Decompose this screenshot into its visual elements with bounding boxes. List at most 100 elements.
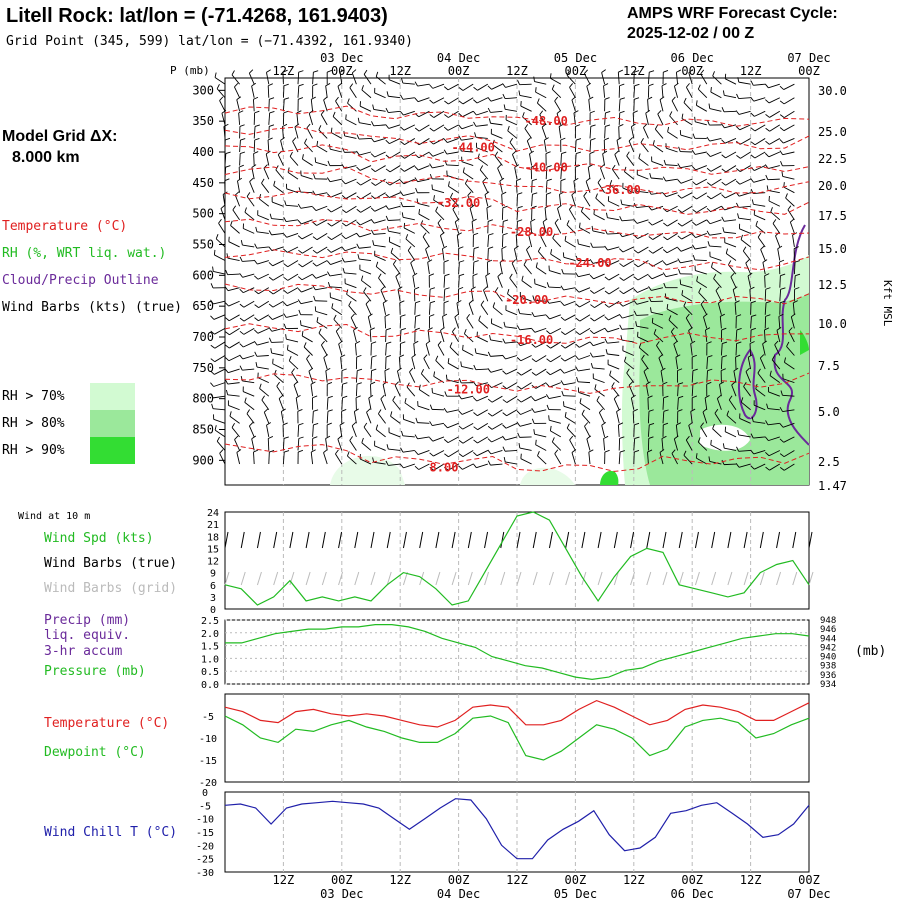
wind-barb-flag	[590, 304, 595, 308]
wind-barb-shaft	[768, 200, 780, 207]
wind-barb-flag	[349, 436, 353, 441]
wind-barb-flag	[586, 82, 592, 87]
wind-barb-shaft	[753, 436, 766, 439]
wind-barb-shaft	[320, 344, 328, 356]
height-tick: 30.0	[818, 84, 847, 98]
wind-barb-shaft	[661, 438, 664, 451]
wind-barb-shaft	[728, 264, 737, 275]
wind-barb-shaft	[491, 133, 503, 139]
wind-barb-flag	[648, 274, 653, 280]
wind-barb-flag	[715, 286, 720, 291]
wind-barb-shaft	[695, 219, 708, 226]
wind-barb-flag	[533, 76, 535, 82]
wind-barb-flag	[372, 104, 375, 110]
wind-barb-flag	[590, 362, 594, 369]
wind-barb-shaft	[505, 368, 518, 375]
wind-barb-shaft	[552, 441, 562, 451]
wind-barb-shaft	[258, 287, 270, 295]
wind-barb-shaft	[779, 275, 781, 288]
wind-barb-flag	[316, 140, 319, 146]
wind-barb-shaft	[418, 213, 430, 221]
wind-barb-flag	[445, 374, 448, 380]
wind-barb-shaft	[622, 246, 634, 253]
wind-barb-flag	[342, 268, 345, 274]
wind-barb-flag	[440, 232, 445, 236]
wind-barb-flag	[224, 379, 229, 385]
isotherm-label: -24.00	[568, 256, 611, 270]
wind-barb-flag	[301, 330, 304, 337]
wind-barb-flag	[255, 362, 258, 368]
w10-barb-true	[435, 531, 440, 549]
wind-barb-shaft	[361, 280, 372, 289]
wind-barb-flag	[663, 222, 668, 227]
wind-barb-flag	[458, 87, 464, 91]
wind-barb-flag	[535, 262, 538, 268]
isotherm-label: -44.00	[452, 141, 495, 155]
wind-barb-shaft	[450, 197, 459, 207]
wind-barb-flag	[619, 263, 624, 267]
wind-barb-shaft	[622, 314, 634, 319]
legend-dewpoint: Dewpoint (°C)	[44, 745, 146, 760]
wind-barb-shaft	[448, 185, 459, 194]
wind-barb-flag	[211, 403, 214, 409]
wind-barb-shaft	[297, 85, 300, 98]
wind-barb-shaft	[388, 219, 401, 221]
wind-barb-flag	[764, 327, 770, 331]
wind-barb-shaft	[214, 77, 226, 85]
wind-barb-flag	[656, 341, 660, 346]
wind-barb-shaft	[607, 327, 620, 333]
wind-barb-flag	[696, 276, 699, 282]
wind-barb-shaft	[403, 124, 415, 131]
wind-barb-flag	[677, 368, 683, 372]
windchill-tick: -20	[196, 841, 214, 852]
wind-barb-shaft	[344, 246, 357, 252]
wind-barb-shaft	[578, 273, 591, 278]
wind-barb-shaft	[216, 441, 226, 451]
w10-barb-grid	[532, 571, 538, 586]
wind-barb-shaft	[432, 83, 445, 89]
wind-barb-shaft	[242, 391, 255, 397]
wind-barb-flag	[232, 205, 237, 211]
w10-barb-true	[516, 531, 521, 549]
wind-barb-shaft	[227, 382, 240, 385]
wind-barb-flag	[577, 239, 579, 245]
wind-barb-shaft	[478, 320, 489, 329]
wind-barb-shaft	[432, 189, 445, 194]
wind-barb-flag	[620, 199, 623, 205]
wind-barb-shaft	[272, 201, 284, 207]
wind-barb-flag	[551, 437, 555, 443]
wind-barb-shaft	[568, 209, 576, 221]
wind-barb-flag	[323, 354, 328, 358]
wind-barb-flag	[392, 395, 396, 401]
wind-barb-flag	[385, 215, 389, 221]
wind-barb-flag	[616, 137, 622, 141]
wind-barb-shaft	[768, 165, 780, 169]
wind-barb-shaft	[258, 300, 270, 308]
wind-barb-shaft	[734, 302, 737, 315]
wind-barb-flag	[210, 344, 216, 349]
wind-barb-shaft	[422, 236, 430, 248]
w10-barb-true	[273, 531, 278, 549]
wind-barb-shaft	[395, 276, 401, 288]
wind-barb-flag	[443, 259, 449, 263]
wind-barb-shaft	[490, 355, 503, 357]
wind-barb-shaft	[243, 341, 255, 348]
w10-barb-grid	[354, 571, 360, 586]
wind-barb-shaft	[772, 223, 781, 234]
wind-barb-shaft	[667, 233, 678, 241]
wind-barb-shaft	[341, 384, 344, 397]
wind-barb-flag	[214, 72, 217, 78]
wind-barb-flag	[339, 422, 345, 426]
wind-barb-flag	[313, 70, 319, 73]
wind-barb-shaft	[389, 241, 401, 248]
wind-barb-flag	[325, 367, 331, 372]
wind-barb-shaft	[374, 445, 386, 451]
wind-barb-flag	[619, 436, 625, 439]
precip-tick: 1.0	[201, 654, 219, 665]
wind-barb-shaft	[747, 275, 752, 288]
wind-barb-shaft	[403, 192, 415, 196]
wind-barb-shaft	[579, 327, 591, 335]
wind-barb-flag	[618, 248, 624, 253]
wind-barb-shaft	[320, 114, 328, 126]
isotherm-line	[224, 249, 810, 271]
